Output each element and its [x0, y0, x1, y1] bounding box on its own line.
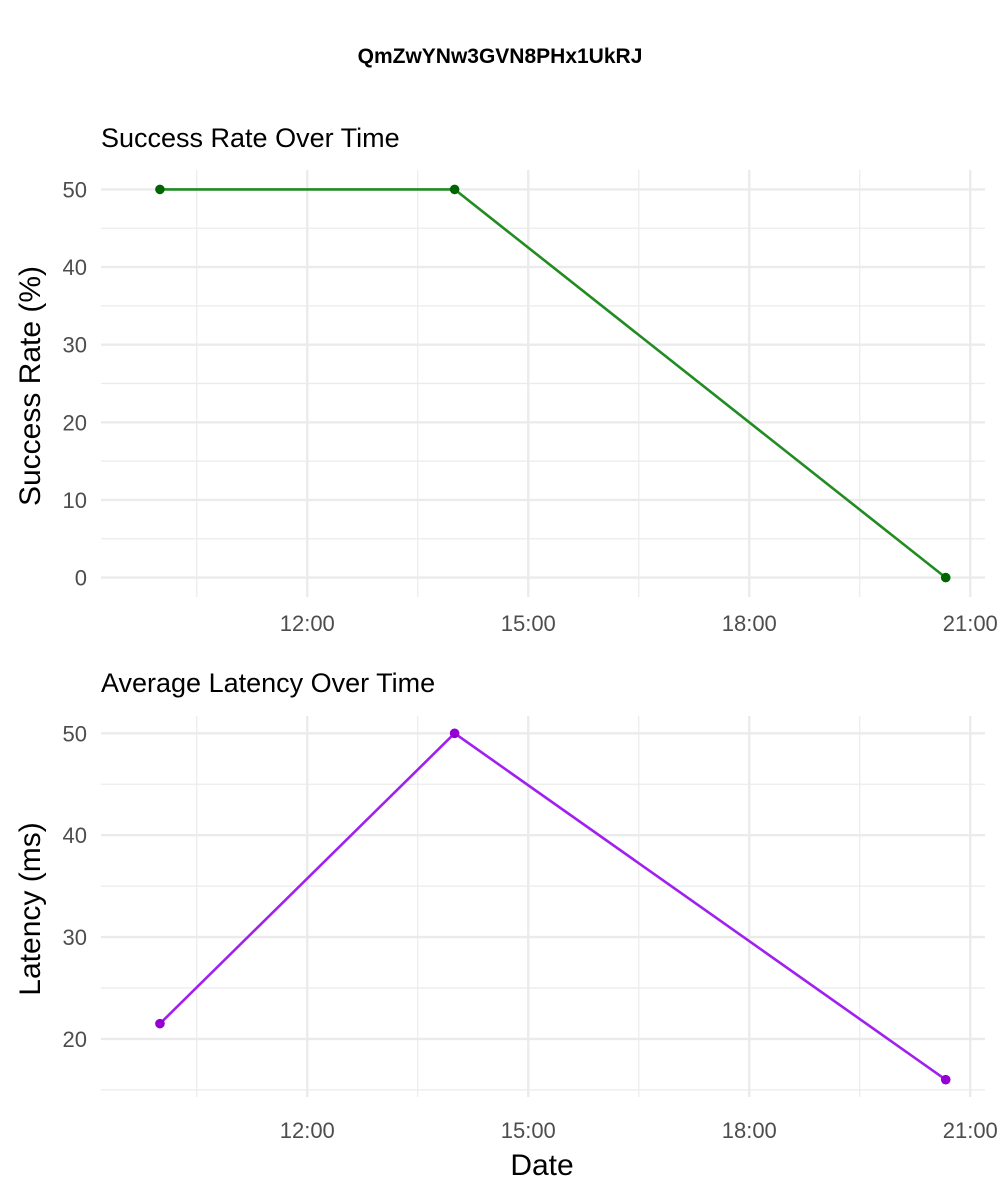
x-tick-label: 15:00 — [501, 1118, 556, 1143]
y-tick-label: 20 — [63, 1027, 87, 1052]
x-tick-label: 18:00 — [722, 1118, 777, 1143]
y-tick-label: 30 — [63, 333, 87, 358]
data-point — [155, 184, 165, 195]
y-axis-label: Latency (ms) — [14, 822, 47, 995]
y-tick-label: 0 — [75, 566, 87, 591]
data-point — [449, 184, 460, 195]
panel-title: Average Latency Over Time — [101, 668, 435, 698]
data-point — [940, 1074, 951, 1085]
data-point — [940, 572, 951, 583]
success-rate-panel: 0 10 20 30 40 50 12:00 15:00 18:00 21:00 Success R… — [14, 123, 998, 636]
x-axis-label: Date — [510, 1149, 573, 1182]
figure-title: QmZwYNw3GVN8PHx1UkRJ — [358, 45, 643, 68]
data-point — [449, 728, 460, 739]
x-tick-label: 18:00 — [722, 611, 777, 636]
y-tick-label: 20 — [63, 410, 87, 435]
x-tick-label: 12:00 — [280, 1118, 335, 1143]
y-tick-label: 50 — [63, 721, 87, 746]
x-tick-label: 15:00 — [501, 611, 556, 636]
x-tick-label: 21:00 — [943, 611, 998, 636]
y-tick-label: 40 — [63, 823, 87, 848]
x-tick-label: 21:00 — [943, 1118, 998, 1143]
data-point — [155, 1018, 165, 1029]
latency-panel: 20 30 40 50 12:00 15:00 18:00 21:00 Average Late… — [14, 668, 998, 1143]
y-tick-label: 30 — [63, 925, 87, 950]
series-line — [159, 732, 947, 1081]
y-axis-label: Success Rate (%) — [14, 266, 47, 506]
x-tick-label: 12:00 — [280, 611, 335, 636]
y-tick-label: 50 — [63, 177, 87, 202]
y-tick-label: 40 — [63, 255, 87, 280]
panel-title: Success Rate Over Time — [101, 123, 400, 153]
y-tick-label: 10 — [63, 488, 87, 513]
